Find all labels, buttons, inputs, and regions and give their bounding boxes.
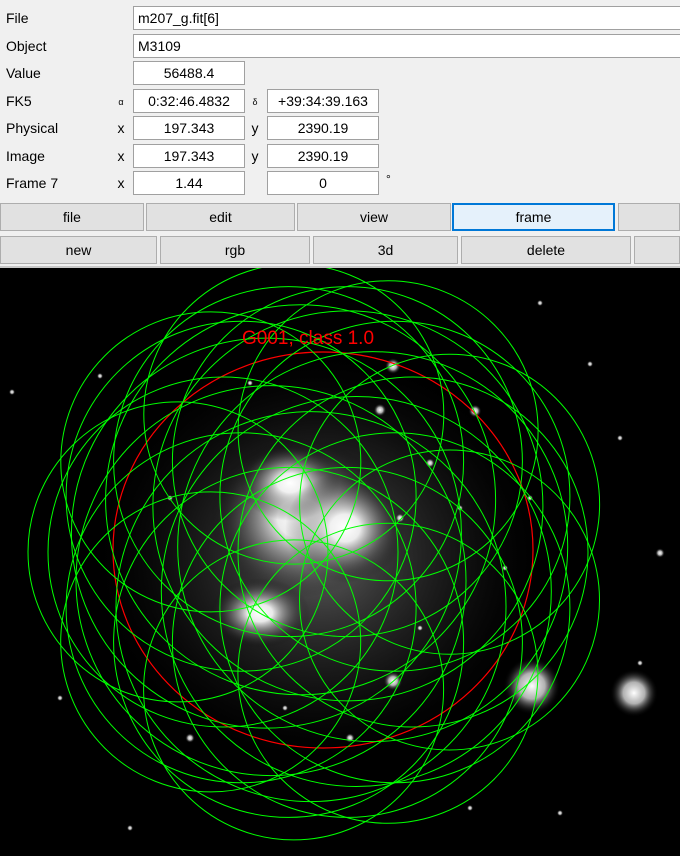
region-ellipse-red[interactable] [112, 351, 534, 749]
star-point [96, 372, 104, 380]
star-point [373, 403, 387, 417]
fk5-delta-field: +39:34:39.163 [267, 89, 379, 113]
star-point [56, 694, 64, 702]
star-point [610, 669, 658, 717]
toolbar-separator [0, 266, 680, 268]
star-point [616, 434, 624, 442]
region-circle-green[interactable] [237, 376, 589, 728]
image-x-field: 197.343 [133, 144, 245, 168]
region-circle-green[interactable] [177, 351, 569, 743]
file-label: File [6, 10, 29, 26]
physical-y-field: 2390.19 [267, 116, 379, 140]
region-circle-green[interactable] [237, 522, 539, 824]
frame-button-bar: new rgb 3d delete [0, 234, 680, 266]
object-field: M3109 [133, 34, 680, 58]
frame-3d-button[interactable]: 3d [313, 236, 458, 264]
star-point [468, 404, 482, 418]
menu-overflow-button[interactable] [618, 203, 680, 231]
region-label: G001, class 1.0 [242, 328, 374, 349]
star-point [536, 299, 544, 307]
star-point [126, 824, 134, 832]
file-field: m207_g.fit[6] [133, 6, 680, 30]
fk5-alpha-field: 0:32:46.4832 [133, 89, 245, 113]
physical-label: Physical [6, 120, 59, 136]
menu-view-button[interactable]: view [297, 203, 451, 231]
menu-file-button[interactable]: file [0, 203, 144, 231]
region-circle-green[interactable] [299, 353, 601, 655]
image-y-field: 2390.19 [267, 144, 379, 168]
region-circle-green[interactable] [70, 337, 462, 729]
star-point [385, 358, 401, 374]
star-point [8, 388, 16, 396]
star-point [503, 657, 561, 715]
frame-rgb-button[interactable]: rgb [160, 236, 310, 264]
region-circle-green[interactable] [219, 320, 571, 672]
star-point [556, 809, 564, 817]
physical-x-field: 197.343 [133, 116, 245, 140]
region-circle-green[interactable] [65, 320, 417, 672]
region-circle-green[interactable] [75, 385, 467, 777]
star-point [466, 804, 474, 812]
region-circle-green[interactable] [160, 396, 552, 787]
value-field: 56488.4 [133, 61, 245, 85]
star-field [8, 299, 665, 832]
frame-angle-field: 0 [267, 171, 379, 195]
frame-zoom-field: 1.44 [133, 171, 245, 195]
physical-x-symbol: x [117, 120, 125, 136]
star-point [416, 624, 424, 632]
region-circle-green[interactable] [237, 280, 539, 582]
menu-edit-button[interactable]: edit [146, 203, 295, 231]
star-point [425, 458, 435, 468]
frame-delete-button[interactable]: delete [461, 236, 631, 264]
fk5-label: FK5 [6, 93, 32, 109]
main-menu-bar: file edit view frame [0, 201, 680, 233]
star-point [185, 733, 195, 743]
region-circle-green[interactable] [60, 491, 362, 793]
alpha-symbol: α [118, 97, 124, 107]
region-circle-green[interactable] [65, 432, 417, 784]
degree-symbol: ° [386, 172, 391, 186]
delta-symbol: δ [252, 97, 258, 107]
region-circle-green[interactable] [113, 466, 465, 818]
region-circle-green[interactable] [113, 286, 465, 638]
star-point [246, 379, 254, 387]
region-overlay[interactable] [27, 268, 601, 841]
value-label: Value [6, 65, 41, 81]
region-circle-green[interactable] [60, 311, 362, 613]
frame-new-button[interactable]: new [0, 236, 157, 264]
star-point [281, 704, 289, 712]
physical-y-symbol: y [251, 120, 259, 136]
image-y-symbol: y [251, 148, 259, 164]
frame-x-symbol: x [117, 175, 125, 191]
star-point [655, 548, 665, 558]
info-panel: File m207_g.fit[6] Object M3109 Value 56… [0, 0, 680, 200]
image-x-symbol: x [117, 148, 125, 164]
image-display-svg[interactable]: G001, class 1.0 [0, 268, 680, 856]
region-circle-green[interactable] [152, 310, 544, 702]
region-circle-green[interactable] [115, 411, 507, 803]
image-label: Image [6, 148, 45, 164]
region-circle-green[interactable] [143, 539, 445, 841]
region-circle-green[interactable] [143, 268, 445, 565]
region-circle-green[interactable] [47, 376, 399, 728]
menu-frame-button[interactable]: frame [452, 203, 615, 231]
frame-label: Frame 7 [6, 175, 59, 191]
frame-overflow-button[interactable] [634, 236, 680, 264]
object-label: Object [6, 38, 47, 54]
region-circle-green[interactable] [27, 401, 329, 703]
image-canvas[interactable]: G001, class 1.0 [0, 268, 680, 856]
star-point [636, 659, 644, 667]
star-point [586, 360, 594, 368]
star-point [345, 733, 355, 743]
region-circle-green[interactable] [299, 449, 600, 751]
star-point [395, 513, 405, 523]
